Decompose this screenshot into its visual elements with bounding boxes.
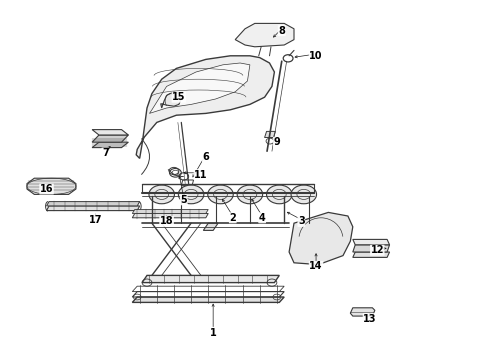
Circle shape (237, 185, 263, 204)
Text: 1: 1 (210, 328, 217, 338)
Text: 12: 12 (370, 245, 384, 255)
Polygon shape (161, 92, 181, 108)
Circle shape (149, 185, 174, 204)
Text: 11: 11 (194, 170, 208, 180)
Polygon shape (203, 223, 218, 230)
Polygon shape (149, 63, 250, 113)
Polygon shape (132, 213, 208, 218)
Polygon shape (132, 297, 284, 302)
Polygon shape (47, 202, 140, 206)
Polygon shape (92, 142, 128, 148)
Circle shape (178, 185, 204, 204)
Text: 4: 4 (259, 213, 266, 223)
Polygon shape (353, 252, 390, 257)
Text: 17: 17 (89, 215, 102, 225)
Polygon shape (142, 275, 279, 283)
Circle shape (208, 185, 233, 204)
Polygon shape (27, 178, 76, 194)
Text: 9: 9 (273, 137, 280, 147)
Text: 7: 7 (102, 148, 109, 158)
Text: 10: 10 (309, 51, 323, 61)
Polygon shape (353, 239, 390, 245)
Polygon shape (265, 131, 275, 138)
Text: 3: 3 (298, 216, 305, 226)
Text: 2: 2 (229, 213, 236, 223)
Circle shape (291, 185, 317, 204)
Text: 16: 16 (40, 184, 53, 194)
Polygon shape (353, 245, 390, 252)
Polygon shape (47, 206, 140, 211)
Polygon shape (350, 308, 375, 316)
Text: 8: 8 (278, 26, 285, 36)
Text: 13: 13 (363, 314, 377, 324)
Polygon shape (132, 210, 208, 213)
Polygon shape (235, 23, 294, 47)
Text: 6: 6 (202, 152, 209, 162)
Text: 18: 18 (160, 216, 173, 226)
Polygon shape (136, 56, 274, 158)
Polygon shape (92, 135, 128, 142)
Text: 15: 15 (172, 92, 186, 102)
Circle shape (267, 185, 292, 204)
Polygon shape (92, 130, 128, 135)
Polygon shape (289, 212, 353, 265)
Text: 14: 14 (309, 261, 323, 271)
Text: 5: 5 (180, 195, 187, 205)
